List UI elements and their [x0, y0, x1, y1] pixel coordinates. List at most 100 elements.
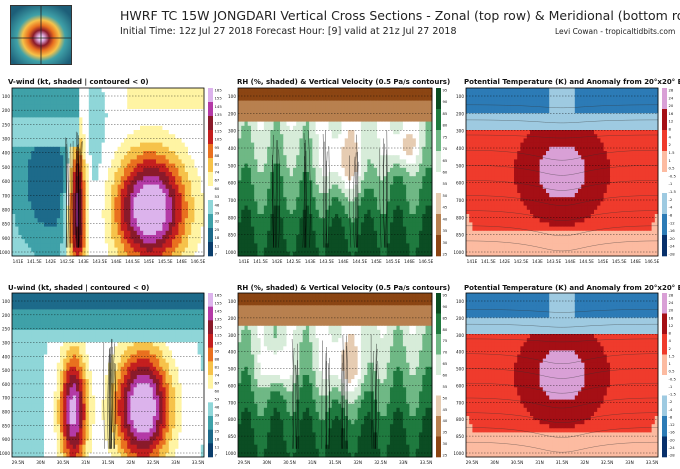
colorbar-tick-label: 135 [215, 317, 223, 322]
colorbar-segment [208, 361, 213, 376]
x-tick-label: 30N [36, 460, 44, 465]
y-tick-label: 500 [2, 368, 10, 373]
colorbar-segment [436, 88, 441, 110]
y-tick-label: 400 [456, 350, 464, 355]
colorbar-segment [208, 402, 213, 417]
colorbar-tick-label: 65 [443, 361, 448, 366]
colorbar-tick-label: 60 [443, 373, 448, 378]
colorbar-segment [208, 172, 213, 187]
x-tick-label: 31.5N [329, 460, 341, 465]
y-tick-label: 850 [228, 233, 236, 238]
colorbar-tick-label: -24 [669, 445, 676, 450]
colorbar-tick-label: -2 [669, 197, 673, 202]
y-tick-label: 200 [2, 313, 10, 318]
colorbar-segment [662, 109, 667, 131]
colorbar-tick-label: 1 [669, 361, 672, 366]
y-tick-label: 100 [228, 94, 236, 99]
colorbar-tick-label: 11 [215, 445, 220, 450]
panel-title-theta-zonal: Potential Temperature (K) and Anomaly fr… [464, 78, 680, 86]
colorbar-tick-label: 145 [215, 309, 223, 314]
colorbar-tick-label: 135 [215, 112, 223, 117]
plot-frame [237, 292, 433, 458]
x-tick-label: 145E [598, 259, 609, 264]
colorbar-tick-label: 95 [443, 88, 448, 93]
shaded-field [12, 88, 205, 257]
y-tick-label: 800 [228, 417, 236, 422]
y-tick-label: 100 [456, 299, 464, 304]
colorbar-tick-label: 4 [669, 134, 672, 139]
uwind-meridional-panel: 100 200 250 300 400 500 600 700 800 850 900 100029.… [0, 293, 223, 466]
y-tick-label: 400 [456, 146, 464, 151]
initial-time-line: Initial Time: 12z Jul 27 2018 Forecast H… [120, 26, 457, 37]
y-tick-label: 700 [456, 400, 464, 405]
colorbar-tick-label: 7 [215, 453, 218, 458]
colorbar-tick-label: 32 [215, 421, 220, 426]
colorbar-tick-label: -8 [669, 414, 673, 419]
x-tick-label: 141E [467, 259, 478, 264]
x-tick-label: 145.5E [612, 259, 627, 264]
x-tick-label: 29.5N [12, 460, 24, 465]
colorbar-tick-label: -0.5 [669, 376, 677, 381]
x-tick-label: 144E [565, 259, 576, 264]
x-tick-label: 141.5E [481, 259, 496, 264]
colorbar-tick-label: 90 [443, 304, 448, 309]
x-tick-label: 33.5N [192, 460, 204, 465]
x-tick-label: 32N [354, 460, 362, 465]
colorbar-tick-label: -28 [669, 252, 676, 257]
colorbar-tick-label: 95 [215, 349, 220, 354]
colorbar-tick-label: -0.5 [669, 173, 677, 178]
colorbar-tick-label: 28 [669, 88, 674, 93]
x-tick-label: 145.5E [158, 259, 173, 264]
colorbar-segment [662, 88, 667, 110]
y-tick-label: 400 [228, 350, 236, 355]
y-tick-label: 300 [2, 340, 10, 345]
y-tick-label: 1000 [226, 250, 236, 255]
colorbar-tick-label: 50 [443, 395, 448, 400]
colorbar-tick-label: -4 [669, 407, 673, 412]
x-tick-label: 33N [625, 460, 633, 465]
colorbar-tick-label: 81 [215, 161, 220, 166]
x-tick-label: 141.5E [253, 259, 268, 264]
y-tick-label: 850 [2, 423, 10, 428]
x-tick-label: 143.5E [546, 259, 561, 264]
shaded-field [466, 293, 659, 458]
y-tick-label: 500 [456, 163, 464, 168]
y-tick-label: 400 [228, 146, 236, 151]
colorbar-segment [662, 436, 667, 458]
colorbar-segment [662, 375, 667, 396]
colorbar-tick-label: 16 [669, 111, 674, 116]
y-tick-label: 500 [456, 367, 464, 372]
x-tick-label: 142E [499, 259, 510, 264]
x-tick-label: 146E [630, 259, 641, 264]
colorbar-segment [436, 214, 441, 236]
colorbar-tick-label: 35 [443, 228, 448, 233]
y-tick-label: 700 [2, 396, 10, 401]
x-tick-label: 142.5E [286, 259, 301, 264]
panel-title-uwind: U-wind (kt, shaded | contoured < 0) [8, 284, 150, 292]
contour-lines [272, 130, 388, 248]
y-tick-label: 250 [2, 327, 10, 332]
x-tick-label: 32.5N [147, 460, 159, 465]
colorbar-tick-label: 53 [215, 397, 220, 402]
x-tick-label: 30N [490, 460, 498, 465]
colorbar-tick-label: 1.5 [669, 150, 676, 155]
colorbar-tick-label: 25 [443, 252, 448, 257]
colorbar-segment [208, 200, 213, 215]
x-tick-label: 144E [111, 259, 122, 264]
colorbar-segment [208, 293, 213, 307]
x-tick-label: 31N [535, 460, 543, 465]
colorbar-tick-label: 55 [443, 384, 448, 389]
isentrope-contours [465, 309, 659, 453]
colorbar-tick-label: 45 [443, 407, 448, 412]
colorbar-segment [208, 88, 213, 103]
colorbar-segment [208, 214, 213, 229]
colorbar-segment [436, 354, 441, 376]
colorbar-tick-label: 24 [669, 300, 674, 305]
y-tick-label: 700 [228, 198, 236, 203]
colorbar-tick-label: 165 [215, 293, 223, 298]
y-tick-label: 1000 [0, 250, 10, 255]
y-tick-label: 500 [2, 165, 10, 170]
colorbar-tick-label: 35 [443, 430, 448, 435]
